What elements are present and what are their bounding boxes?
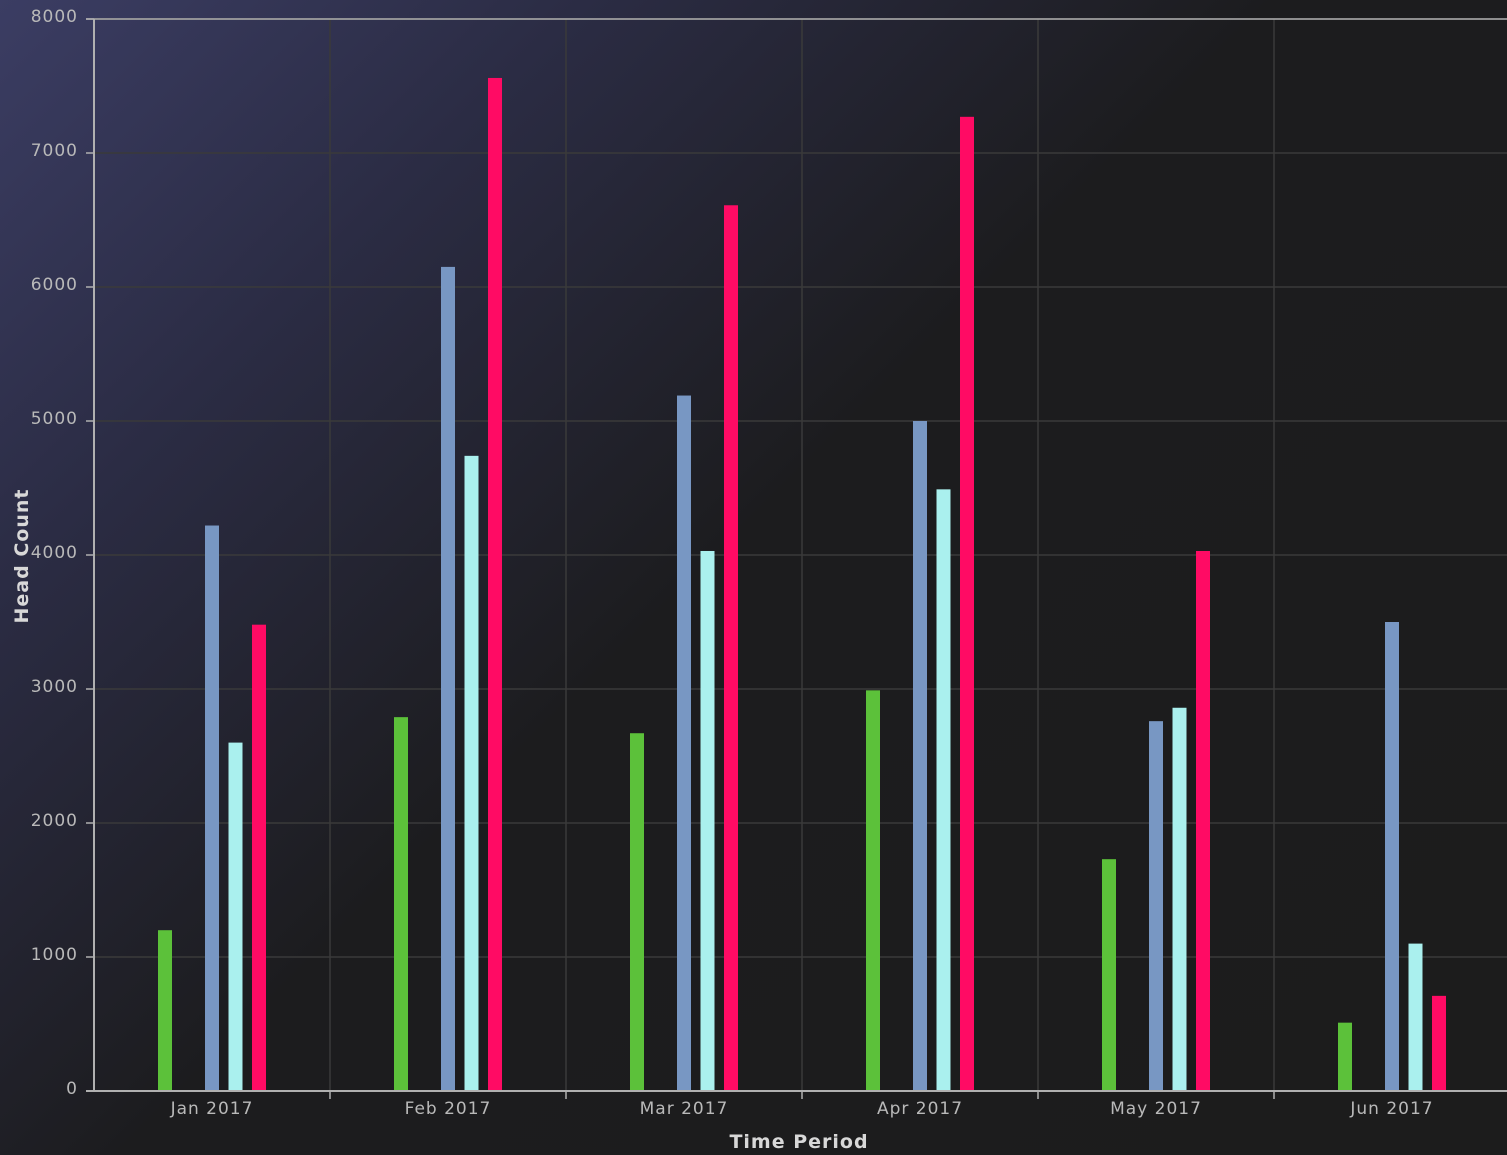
bar-series-4-may-2017 bbox=[1196, 550, 1210, 1091]
y-tick-label: 0 bbox=[66, 1079, 78, 1099]
y-tick-labels: 0 1000 2000 3000 4000 5000 6000 7000 8000 bbox=[31, 7, 78, 1099]
x-tick-label: Mar 2017 bbox=[640, 1099, 729, 1119]
bar-series-3-jun-2017 bbox=[1408, 943, 1423, 1091]
bar-series-3-jan-2017 bbox=[228, 742, 243, 1091]
y-tick-label: 2000 bbox=[31, 811, 78, 831]
bar-series-3-mar-2017 bbox=[700, 550, 715, 1091]
x-axis-title: Time Period bbox=[729, 1131, 868, 1153]
bar-series-2-feb-2017 bbox=[441, 266, 455, 1091]
y-axis-title: Head Count bbox=[11, 489, 33, 624]
bar-series-0-jan-2017 bbox=[158, 930, 172, 1091]
bars bbox=[158, 77, 1446, 1092]
bar-series-0-may-2017 bbox=[1102, 859, 1116, 1091]
y-tick-label: 5000 bbox=[31, 409, 78, 429]
x-tick-label: Jan 2017 bbox=[170, 1099, 254, 1119]
bar-series-3-feb-2017 bbox=[464, 455, 479, 1092]
bar-series-2-mar-2017 bbox=[677, 395, 691, 1091]
axes bbox=[86, 18, 1507, 1099]
bar-series-4-feb-2017 bbox=[488, 77, 502, 1091]
bar-series-2-jan-2017 bbox=[205, 525, 219, 1091]
y-tick-label: 6000 bbox=[31, 275, 78, 295]
bar-series-0-mar-2017 bbox=[630, 733, 644, 1091]
bar-series-2-apr-2017 bbox=[913, 421, 927, 1091]
y-tick-label: 4000 bbox=[31, 543, 78, 563]
bar-series-3-may-2017 bbox=[1172, 707, 1187, 1091]
bar-series-4-apr-2017 bbox=[960, 116, 974, 1091]
y-tick-label: 3000 bbox=[31, 677, 78, 697]
x-tick-labels: Jan 2017 Feb 2017 Mar 2017 Apr 2017 May 2017… bbox=[170, 1099, 1433, 1119]
x-tick-label: Apr 2017 bbox=[877, 1099, 963, 1119]
bar-series-3-apr-2017 bbox=[936, 489, 951, 1092]
y-tick-label: 7000 bbox=[31, 141, 78, 161]
bar-series-0-apr-2017 bbox=[866, 690, 880, 1091]
y-tick-label: 1000 bbox=[31, 945, 78, 965]
x-tick-label: Feb 2017 bbox=[405, 1099, 492, 1119]
x-tick-label: Jun 2017 bbox=[1349, 1099, 1433, 1119]
y-tick-label: 8000 bbox=[31, 7, 78, 27]
grid-lines bbox=[94, 18, 1507, 1091]
bar-series-0-jun-2017 bbox=[1338, 1022, 1352, 1091]
bar-series-2-jun-2017 bbox=[1385, 622, 1399, 1091]
x-tick-label: May 2017 bbox=[1110, 1099, 1202, 1119]
bar-series-0-feb-2017 bbox=[394, 717, 408, 1091]
bar-series-2-may-2017 bbox=[1149, 721, 1163, 1091]
bar-series-4-jan-2017 bbox=[252, 624, 266, 1091]
bar-series-4-mar-2017 bbox=[724, 205, 738, 1091]
bar-series-4-jun-2017 bbox=[1432, 995, 1446, 1091]
